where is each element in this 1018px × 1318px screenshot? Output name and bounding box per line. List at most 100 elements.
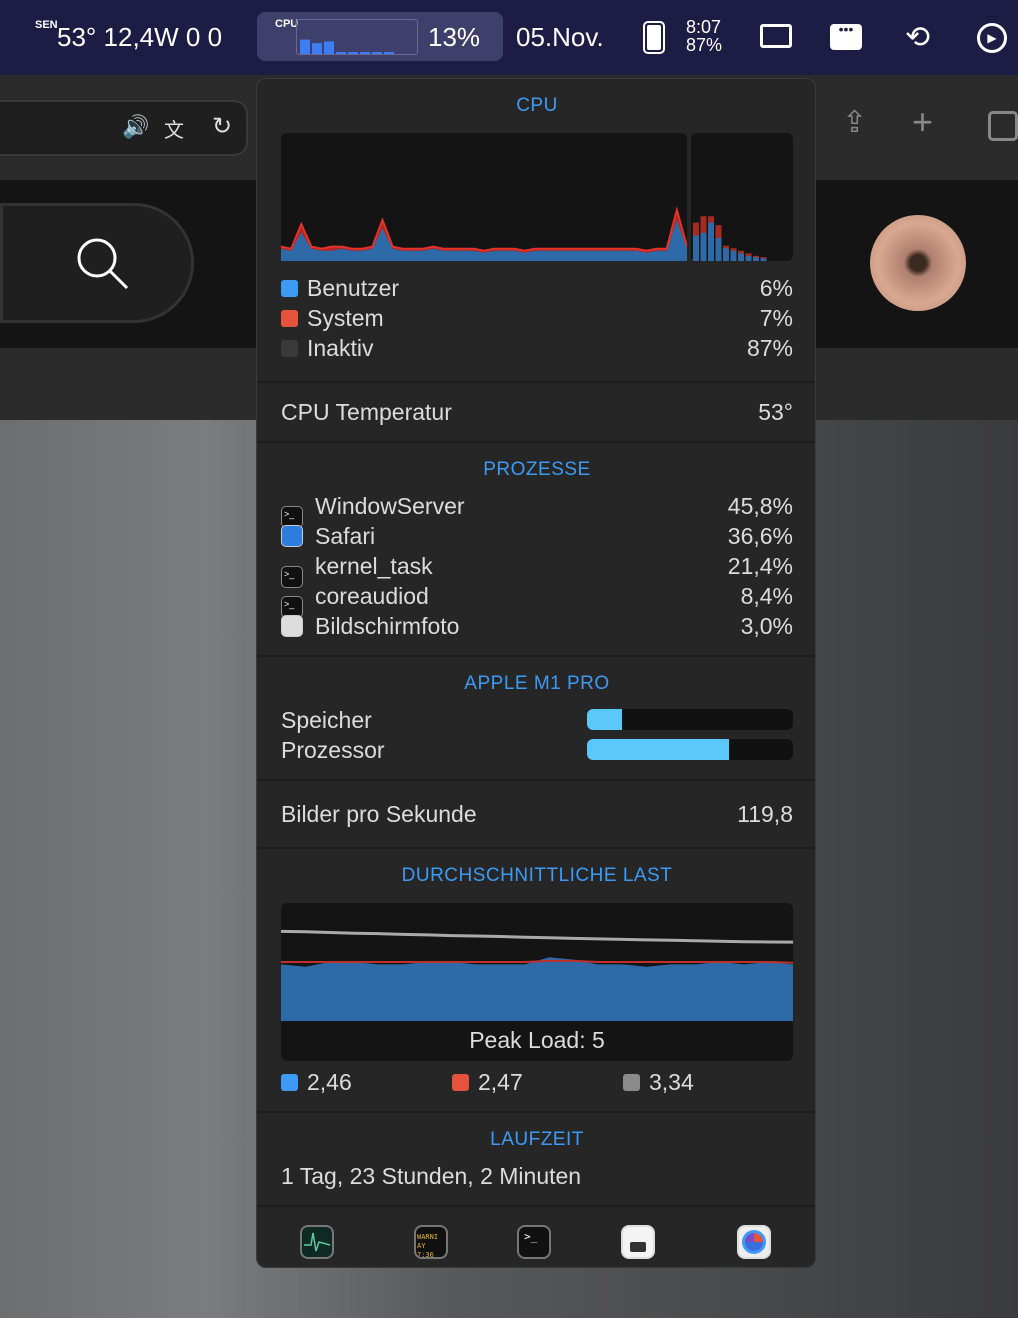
process-value: 3,0% (740, 613, 793, 639)
divider (257, 1205, 815, 1207)
load-value-text: 3,34 (649, 1069, 694, 1095)
console-icon[interactable]: WARNI AY 7:36 (414, 1225, 448, 1259)
divider (257, 441, 815, 443)
mini-cpu-bar (324, 41, 334, 54)
legend-value: 7% (759, 305, 793, 331)
share-icon[interactable]: ⇪ (842, 106, 868, 139)
core-user-bar (723, 248, 729, 261)
search-button[interactable] (0, 203, 194, 323)
process-row[interactable]: Safari 36,6% (281, 523, 793, 550)
uptime-title: LAUFZEIT (490, 1129, 584, 1150)
cpu-history-graph (280, 133, 688, 261)
processor-row: Prozessor (281, 737, 793, 764)
play-icon[interactable]: ▶ (977, 23, 1007, 53)
load-title: DURCHSCHNITTLICHE LAST (401, 865, 673, 886)
fps-value: 119,8 (737, 801, 793, 827)
process-name: Safari (315, 523, 376, 549)
load-value-text: 2,47 (478, 1069, 523, 1095)
cpu-temperature-row: CPU Temperatur 53° (281, 399, 793, 426)
load-value: 2,46 (281, 1069, 451, 1096)
cpu-dropdown-panel: CPU Benutzer 6% System 7% Inaktiv 87% CPU T… (256, 78, 816, 1268)
process-name: Bildschirmfoto (315, 613, 460, 639)
avatar[interactable] (870, 215, 966, 311)
terminal-icon: >_ (281, 566, 303, 588)
load-value: 3,34 (623, 1069, 793, 1096)
process-value: 21,4% (727, 553, 793, 579)
memory-bar-fill (587, 709, 623, 730)
display-icon[interactable] (760, 24, 792, 48)
core-user-bar (700, 232, 707, 261)
core-user-bar (753, 257, 759, 261)
temperature-label: CPU Temperatur (281, 399, 452, 425)
chip-title: APPLE M1 PRO (464, 673, 610, 694)
processor-label: Prozessor (281, 737, 385, 763)
search-icon (77, 238, 129, 290)
load-15min-line (280, 929, 794, 944)
system-swatch (281, 310, 298, 327)
processor-bar (587, 739, 793, 760)
safari-icon (281, 525, 303, 547)
legend-idle: Inaktiv 87% (281, 335, 793, 362)
idle-swatch (281, 340, 298, 357)
legend-value: 6% (759, 275, 793, 301)
process-row[interactable]: >_ WindowServer 45,8% (281, 493, 793, 528)
tabs-overview-icon[interactable] (988, 111, 1018, 141)
battery-icon[interactable] (643, 21, 665, 54)
battery-percent: 87% (686, 35, 723, 55)
core-user-bar (708, 222, 714, 261)
load-swatch (623, 1074, 640, 1091)
memory-row: Speicher (281, 707, 793, 734)
reload-icon[interactable]: ↻ (212, 113, 233, 140)
core-user-bar (693, 235, 699, 261)
sensor-values[interactable]: 53° 12,4W 0 0 (57, 22, 223, 52)
legend-system: System 7% (281, 305, 793, 332)
activity-monitor-icon[interactable] (300, 1225, 334, 1259)
system-line (280, 205, 688, 252)
legend-label: Inaktiv (307, 335, 374, 361)
core-user-bar (715, 237, 722, 261)
speaker-icon[interactable]: 🔊 (122, 114, 150, 139)
processor-bar-fill (587, 739, 730, 760)
cpu-mini-graph (296, 19, 418, 55)
divider (257, 655, 815, 657)
divider (257, 1111, 815, 1113)
mini-cpu-bar (372, 52, 382, 54)
battery-time: 8:07 (686, 17, 722, 37)
menu-dots-icon[interactable]: ••• (830, 22, 862, 50)
divider (257, 381, 815, 383)
core-user-bar (738, 253, 744, 261)
temperature-value: 53° (758, 399, 793, 425)
istat-menus-icon[interactable] (737, 1225, 771, 1259)
date[interactable]: 05.Nov. (516, 22, 604, 52)
load-swatch (452, 1074, 469, 1091)
memory-label: Speicher (281, 707, 372, 733)
load-value: 2,47 (452, 1069, 622, 1096)
cpu-menu-item[interactable]: CPU 13% (257, 12, 503, 61)
cpu-section-title: CPU (516, 95, 558, 116)
terminal-icon[interactable]: >_ (517, 1225, 551, 1259)
legend-value: 87% (746, 335, 793, 361)
fps-row: Bilder pro Sekunde 119,8 (281, 801, 793, 828)
legend-user: Benutzer 6% (281, 275, 793, 302)
process-row[interactable]: Bildschirmfoto 3,0% (281, 613, 793, 640)
address-bar[interactable]: 🔊 文 ↻ (0, 100, 248, 156)
cpu-label: CPU (275, 18, 299, 30)
menu-bar: SEN 53° 12,4W 0 0 CPU 13% 05.Nov. 8:07 8… (0, 0, 1018, 75)
divider (257, 779, 815, 781)
fps-label: Bilder pro Sekunde (281, 801, 477, 827)
legend-label: System (307, 305, 384, 331)
process-row[interactable]: >_ kernel_task 21,4% (281, 553, 793, 588)
process-name: WindowServer (315, 493, 465, 519)
terminal-icon: >_ (281, 506, 303, 528)
time-machine-icon[interactable]: ⟲ (905, 21, 931, 54)
process-value: 45,8% (727, 493, 793, 519)
processes-title: PROZESSE (483, 459, 591, 480)
divider (257, 847, 815, 849)
translate-icon[interactable]: 文 (164, 120, 184, 142)
core-user-bar (745, 255, 752, 261)
new-tab-icon[interactable]: + (912, 101, 934, 142)
load-value-text: 2,46 (307, 1069, 352, 1095)
system-information-icon[interactable] (621, 1225, 655, 1259)
mini-cpu-bar (360, 52, 370, 54)
process-name: coreaudiod (315, 583, 429, 609)
